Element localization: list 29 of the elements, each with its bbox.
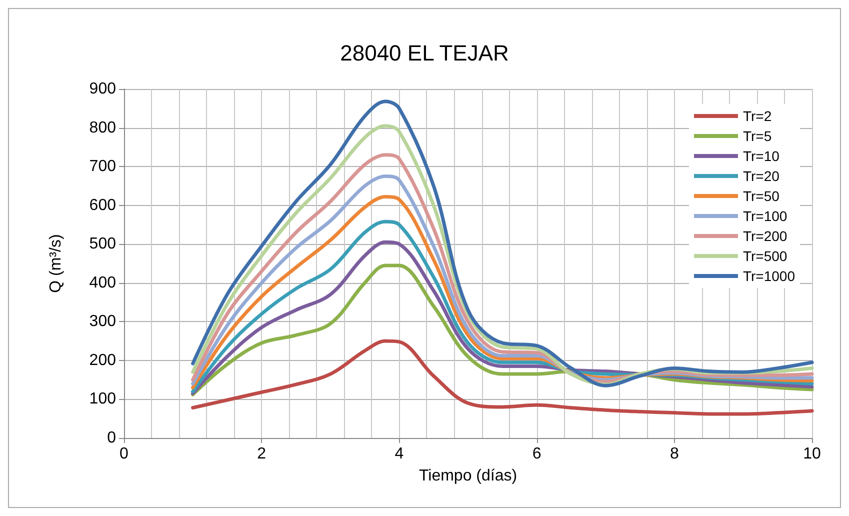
x-tick-label: 6 (532, 446, 542, 462)
y-tick-label: 800 (89, 119, 116, 136)
x-tick-label: 0 (120, 446, 129, 462)
x-tick-label: 2 (257, 446, 266, 462)
x-tick-label: 4 (394, 446, 404, 462)
y-tick-label: 200 (89, 352, 116, 369)
y-tick-label: 700 (89, 158, 116, 176)
legend-label: Tr=50 (742, 188, 780, 204)
line-series (191, 339, 814, 416)
chart-title: 28040 EL TEJAR (340, 40, 509, 66)
y-tick-label: 500 (89, 236, 116, 253)
legend-label: Tr=100 (742, 208, 788, 224)
legend-label: Tr=2 (742, 108, 772, 124)
legend-label: Tr=10 (742, 148, 780, 164)
y-tick-label: 900 (89, 80, 116, 98)
legend-label: Tr=500 (742, 248, 788, 264)
y-axis-title: Q (m³/s) (48, 234, 64, 293)
x-tick-label: 10 (803, 446, 821, 462)
legend-label: Tr=20 (742, 168, 780, 184)
x-tick-label: 8 (670, 446, 679, 462)
y-tick-label: 100 (89, 390, 116, 408)
legend-label: Tr=200 (742, 228, 788, 244)
y-tick-label: 0 (107, 430, 116, 446)
y-tick-label: 600 (89, 196, 116, 214)
legend-label: Tr=5 (742, 128, 772, 144)
x-axis-title: Tiempo (días) (418, 468, 518, 484)
legend-label: Tr=1000 (742, 268, 796, 284)
y-tick-label: 300 (89, 313, 116, 330)
y-tick-label: 400 (89, 274, 116, 292)
